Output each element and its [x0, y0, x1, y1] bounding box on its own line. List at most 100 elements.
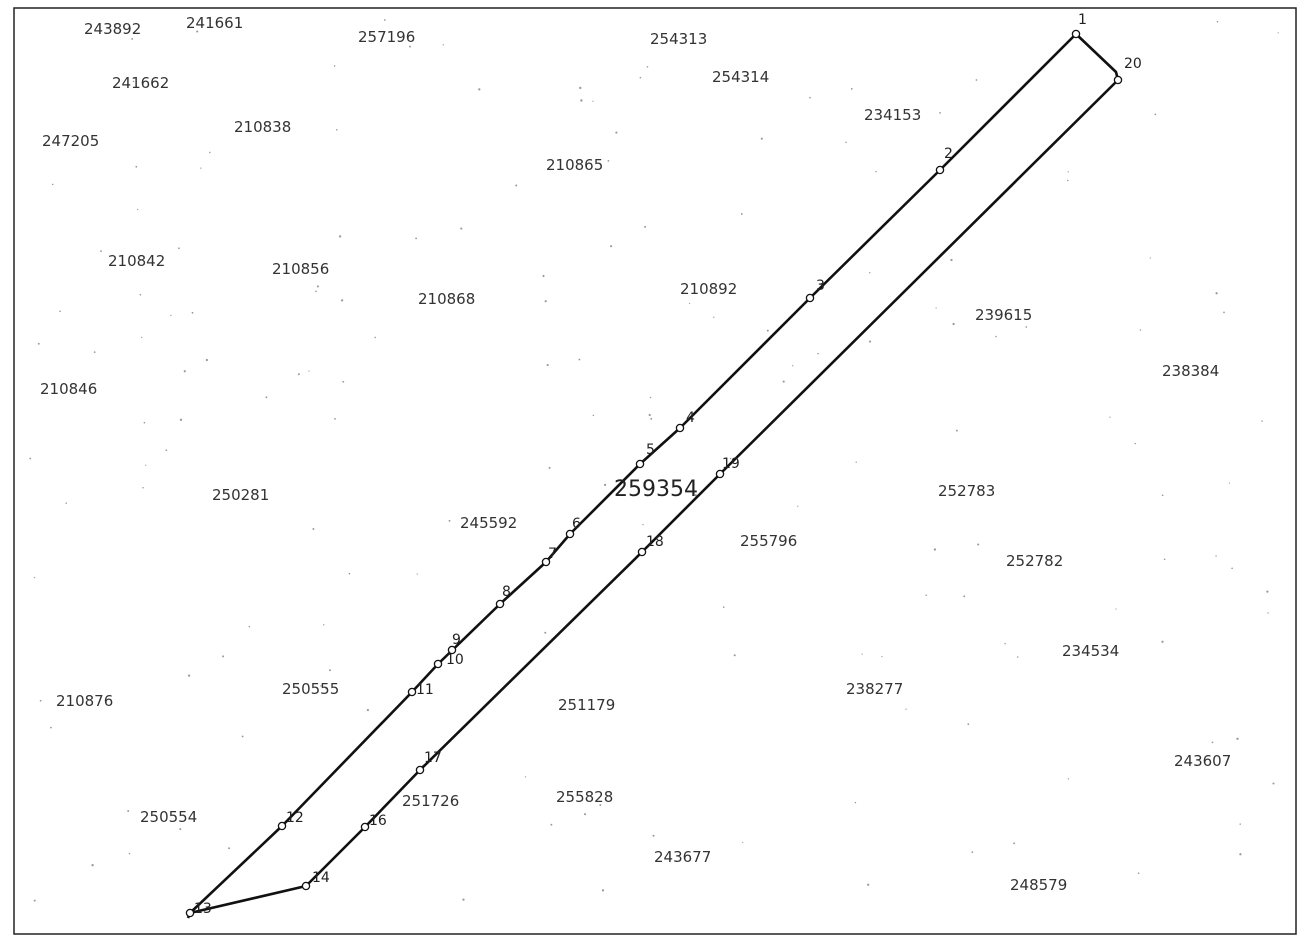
vertex-label: 3 [816, 278, 825, 294]
scan-speck [241, 735, 244, 738]
vertex-label: 1 [1078, 12, 1087, 28]
boundary-vertex[interactable] [360, 822, 370, 832]
scan-speck [952, 322, 955, 326]
scan-speck [1139, 329, 1142, 331]
scan-speck [39, 699, 42, 702]
boundary-vertex[interactable] [277, 821, 287, 831]
scan-speck [91, 864, 94, 867]
scan-speck [128, 852, 131, 855]
scan-speck [1215, 292, 1218, 295]
boundary-vertex[interactable] [637, 547, 647, 557]
parcel-label[interactable]: 210865 [546, 156, 603, 174]
scan-speck [578, 358, 581, 361]
scan-speck [462, 898, 465, 901]
parcel-label[interactable]: 234153 [864, 106, 921, 124]
boundary-vertex[interactable] [301, 881, 311, 891]
parcel-label[interactable]: 250555 [282, 680, 339, 698]
boundary-vertex[interactable] [541, 557, 551, 567]
scan-speck [191, 311, 194, 314]
parcel-label[interactable]: 251179 [558, 696, 615, 714]
boundary-vertex[interactable] [635, 459, 645, 469]
scan-speck [544, 300, 547, 303]
parcel-label[interactable]: 251726 [402, 792, 459, 810]
scan-speck [722, 606, 725, 608]
scan-speck [33, 899, 36, 902]
parcel-label[interactable]: 210846 [40, 380, 97, 398]
main-parcel-label[interactable]: 259354 [614, 477, 698, 502]
scan-speck [975, 79, 978, 81]
parcel-label[interactable]: 250281 [212, 486, 269, 504]
scan-speck [933, 548, 937, 551]
parcel-label[interactable]: 238277 [846, 680, 903, 698]
boundary-vertex[interactable] [805, 293, 815, 303]
scan-speck [142, 486, 144, 489]
parcel-label[interactable]: 255796 [740, 532, 797, 550]
boundary-vertex[interactable] [565, 529, 575, 539]
boundary-vertex[interactable] [1113, 75, 1123, 85]
parcel-label[interactable]: 243677 [654, 848, 711, 866]
boundary-vertex[interactable] [1071, 29, 1081, 39]
scan-speck [342, 380, 345, 383]
scan-speck [548, 466, 551, 469]
boundary-vertex[interactable] [715, 469, 725, 479]
vertex-label: 19 [722, 456, 740, 472]
scan-speck [1216, 20, 1219, 23]
parcel-label[interactable]: 210842 [108, 252, 165, 270]
parcel-label[interactable]: 241661 [186, 14, 243, 32]
parcel-label[interactable]: 234534 [1062, 642, 1119, 660]
parcel-label[interactable]: 210868 [418, 290, 475, 308]
parcel-label[interactable]: 257196 [358, 28, 415, 46]
parcel-label[interactable]: 210838 [234, 118, 291, 136]
scan-speck [925, 594, 927, 597]
scan-speck [1163, 558, 1166, 561]
parcel-label[interactable]: 210856 [272, 260, 329, 278]
scan-speck [340, 299, 344, 302]
boundary-vertex[interactable] [415, 765, 425, 775]
parcel-label[interactable]: 250554 [140, 808, 197, 826]
parcel-label[interactable]: 252782 [1006, 552, 1063, 570]
boundary-vertex[interactable] [447, 645, 457, 655]
scan-speck [65, 502, 67, 504]
parcel-label[interactable]: 255828 [556, 788, 613, 806]
parcel-label[interactable]: 254313 [650, 30, 707, 48]
parcel-label[interactable]: 252783 [938, 482, 995, 500]
parcel-label[interactable]: 238384 [1162, 362, 1219, 380]
boundary-vertex[interactable] [185, 908, 195, 918]
parcel-label[interactable]: 239615 [975, 306, 1032, 324]
vertex-label: 16 [369, 813, 387, 829]
scan-speck [59, 310, 61, 313]
parcel-label[interactable]: 243892 [84, 20, 141, 38]
scan-speck [601, 889, 605, 892]
parcel-label[interactable]: 210892 [680, 280, 737, 298]
vertex-label: 18 [646, 534, 664, 550]
boundary-vertex[interactable] [935, 165, 945, 175]
scan-speck [760, 137, 763, 140]
scan-speck [205, 358, 209, 362]
vertex-label: 6 [572, 516, 581, 532]
boundary-vertex[interactable] [675, 423, 685, 433]
parcel-label[interactable]: 210876 [56, 692, 113, 710]
scan-speck [333, 65, 336, 67]
parcel-label[interactable]: 248579 [1010, 876, 1067, 894]
scan-speck [1067, 171, 1069, 173]
parcel-boundary [188, 32, 1120, 915]
boundary-vertex[interactable] [495, 599, 505, 609]
boundary-vertex[interactable] [433, 659, 443, 669]
scan-speck [132, 80, 135, 83]
scan-speck [141, 336, 143, 339]
scan-speck [583, 813, 587, 816]
scan-speck [33, 576, 36, 579]
scan-speck [187, 674, 191, 677]
parcel-label[interactable]: 243607 [1174, 752, 1231, 770]
parcel-label[interactable]: 241662 [112, 74, 169, 92]
scan-speck [325, 688, 327, 690]
parcel-label[interactable]: 247205 [42, 132, 99, 150]
scan-speck [200, 167, 202, 169]
scan-speck [1115, 608, 1117, 610]
parcel-labels: 243892 241661 257196 254313 254314 241662 2341… [40, 14, 1231, 894]
boundary-vertex[interactable] [407, 687, 417, 697]
parcel-label[interactable]: 245592 [460, 514, 517, 532]
scan-speck [610, 245, 613, 248]
parcel-label[interactable]: 254314 [712, 68, 769, 86]
